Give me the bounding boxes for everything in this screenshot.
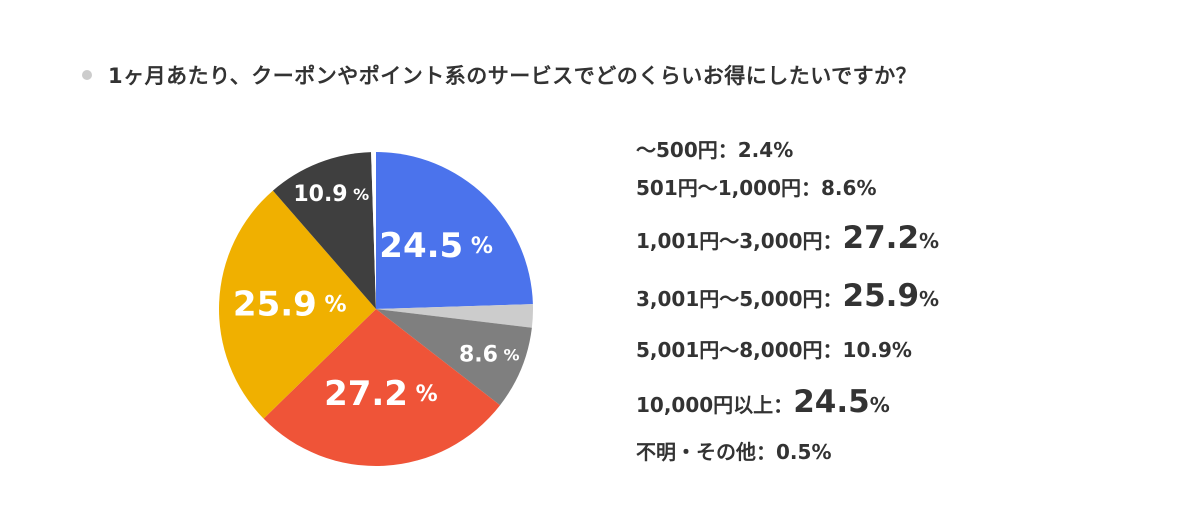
legend-item: 3,001円〜5,000円：25.9% [636, 278, 939, 314]
pie-slice-0 [376, 152, 533, 309]
legend-value: 10.9 [842, 338, 892, 362]
legend-value: 24.5 [793, 384, 870, 420]
slice-label-5: 10.9 % [293, 182, 369, 207]
legend-label: 〜500円： [636, 138, 738, 162]
legend-label: 5,001円〜8,000円： [636, 338, 843, 362]
pie-slice-4 [218, 190, 376, 419]
legend-unit: % [869, 393, 890, 417]
legend-unit: % [919, 287, 940, 311]
legend-label: 1,001円〜3,000円： [636, 229, 843, 253]
legend-label: 501円〜1,000円： [636, 176, 822, 200]
pie-slice-5 [272, 152, 376, 309]
pie-slice-2 [376, 309, 532, 406]
legend-label: 不明・その他： [636, 440, 776, 464]
legend-unit: % [891, 338, 912, 362]
legend-item: 501円〜1,000円：8.6% [636, 172, 877, 201]
bullet-icon [82, 70, 92, 80]
chart-title-text: 1ヶ月あたり、クーポンやポイント系のサービスでどのくらいお得にしたいですか？ [108, 64, 918, 88]
legend-item: 不明・その他：0.5% [636, 436, 831, 465]
legend-label: 3,001円〜5,000円： [636, 287, 843, 311]
legend-value: 0.5 [776, 440, 812, 464]
legend-value: 2.4 [737, 138, 774, 162]
slice-label-4: 25.9 % [233, 284, 347, 324]
slice-label-3: 27.2 % [324, 374, 438, 414]
legend-item: 1,001円〜3,000円：27.2% [636, 220, 939, 256]
legend-value: 27.2 [842, 220, 920, 256]
slice-label-0: 24.5 % [379, 225, 493, 265]
legend-label: 10,000円以上： [636, 393, 794, 417]
chart-title: 1ヶ月あたり、クーポンやポイント系のサービスでどのくらいお得にしたいですか？ [82, 60, 917, 90]
legend-unit: % [856, 176, 877, 200]
legend-unit: % [773, 138, 794, 162]
legend-unit: % [811, 440, 832, 464]
legend-value: 25.9 [842, 278, 920, 314]
legend-item: 10,000円以上：24.5% [636, 384, 890, 420]
pie-slice-6 [371, 152, 376, 309]
legend-unit: % [919, 229, 940, 253]
pie-slice-1 [376, 304, 534, 328]
legend-item: 〜500円：2.4% [636, 134, 793, 163]
legend-item: 5,001円〜8,000円：10.9% [636, 334, 912, 363]
slice-label-2: 8.6 % [459, 343, 520, 368]
legend-value: 8.6 [821, 176, 857, 200]
pie-slice-3 [263, 309, 501, 466]
